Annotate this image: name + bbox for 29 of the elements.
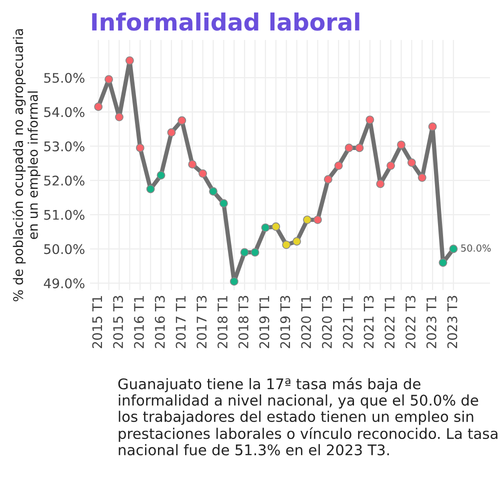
chart-title: Informalidad laboral [92, 12, 360, 31]
x-tick-label: 2023 T1 [426, 296, 436, 348]
x-tick-label: 2015 T1 [92, 296, 102, 348]
x-tick-label: 2015 T3 [113, 296, 124, 348]
y-tick-label: 50.0% [44, 244, 84, 254]
y-tick-label: 55.0% [44, 72, 84, 83]
x-tick-label: 2019 T3 [280, 296, 290, 348]
x-tick-label: 2018 T3 [238, 296, 248, 348]
x-tick-label: 2019 T1 [259, 296, 270, 348]
x-tick-label: 2021 T1 [342, 296, 353, 348]
data-label: 50.0% [461, 244, 491, 252]
x-tick-label: 2016 T1 [134, 296, 144, 348]
x-tick-label: 2022 T1 [384, 296, 395, 348]
x-tick-label: 2022 T3 [406, 296, 416, 348]
y-tick-label: 54.0% [44, 107, 84, 118]
x-tick-label: 2017 T1 [176, 296, 186, 348]
x-tick-label: 2021 T3 [364, 296, 374, 348]
x-tick-label: 2020 T3 [322, 296, 332, 348]
x-tick-label: 2017 T3 [196, 296, 207, 348]
x-tick-label: 2020 T1 [301, 296, 312, 348]
y-tick-label: 51.0% [44, 210, 84, 220]
y-tick-label: 49.0% [44, 278, 84, 288]
x-tick-label: 2023 T3 [447, 296, 458, 348]
y-axis-title: % de población ocupada no agropecuaria en un empleo informal [12, 29, 40, 302]
y-tick-label: 52.0% [44, 176, 84, 186]
y-tick-label: 53.0% [44, 141, 84, 152]
text: Guanajuato tiene la 17ª tasa más baja de informalidad a nivel nacional, ya que el 50.0% de los trabajadores del estado tienen un empleo sin prestaciones laborales o vínculo reconocido. La tasa nacional fue de 51.3% en el 2023 T3. [118, 378, 498, 456]
x-tick-label: 2018 T1 [218, 296, 228, 348]
x-tick-label: 2016 T3 [154, 296, 165, 348]
